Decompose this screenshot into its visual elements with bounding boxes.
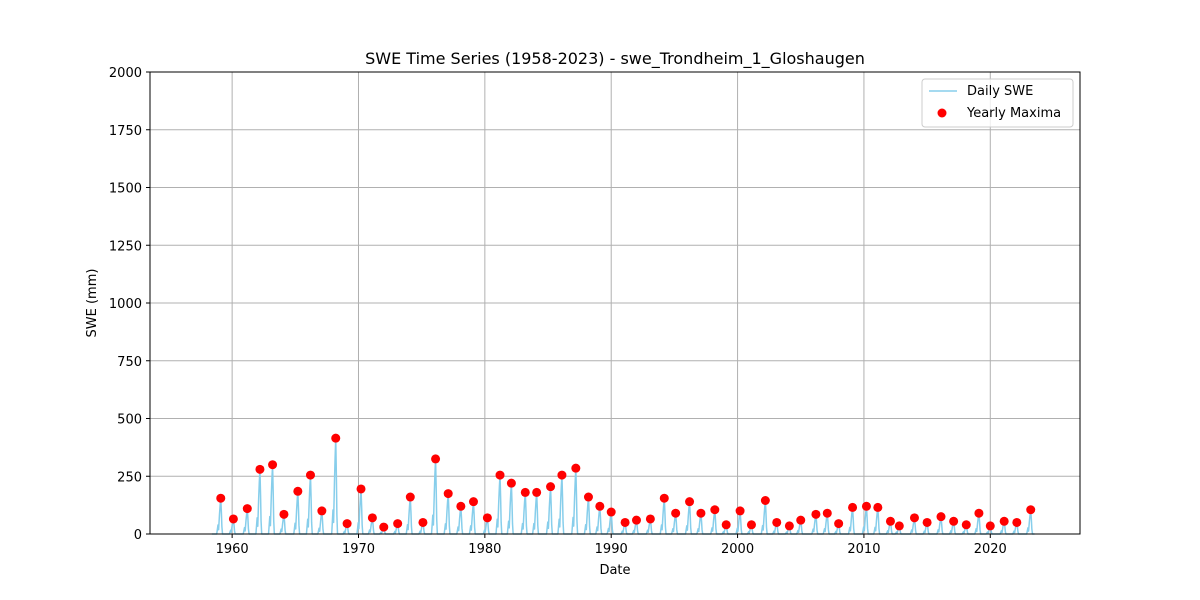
x-tick-label: 2020 <box>974 542 1007 557</box>
yearly-maximum-point <box>418 517 428 527</box>
yearly-maximum-point <box>1026 505 1036 515</box>
legend-label-yearly-maxima: Yearly Maxima <box>966 106 1061 121</box>
yearly-maximum-point <box>671 508 681 518</box>
yearly-maximum-point <box>999 516 1009 526</box>
yearly-maximum-point <box>405 492 415 502</box>
yearly-maximum-point <box>293 486 303 496</box>
yearly-maximum-point <box>468 497 478 507</box>
yearly-maximum-point <box>495 470 505 480</box>
yearly-maximum-point <box>379 522 389 532</box>
yearly-maximum-point <box>583 492 593 502</box>
yearly-maximum-point <box>443 489 453 499</box>
legend: Daily SWE Yearly Maxima <box>921 78 1074 128</box>
yearly-maximum-point <box>721 520 731 530</box>
yearly-maximum-point <box>645 514 655 524</box>
yearly-maximum-point <box>456 501 466 511</box>
x-tick-label: 2010 <box>847 542 880 557</box>
yearly-maximum-point <box>811 509 821 519</box>
yearly-maximum-point <box>557 470 567 480</box>
yearly-maximum-point <box>482 513 492 523</box>
y-tick-label: 2000 <box>109 66 142 81</box>
yearly-maximum-point <box>367 513 377 523</box>
yearly-maximum-point <box>216 493 226 503</box>
yearly-maximum-point <box>255 464 265 474</box>
y-tick-label: 1750 <box>109 124 142 139</box>
yearly-maximum-point <box>735 506 745 516</box>
yearly-maximum-point <box>961 520 971 530</box>
yearly-maximum-point <box>796 515 806 525</box>
yearly-maximum-point <box>985 521 995 531</box>
yearly-maximum-point <box>268 460 278 470</box>
y-tick-label: 250 <box>117 470 142 485</box>
x-tick-label: 1970 <box>342 542 375 557</box>
yearly-maximum-point <box>532 487 542 497</box>
y-axis-label: SWE (mm) <box>85 269 100 338</box>
yearly-maximum-point <box>620 517 630 527</box>
yearly-maximum-point <box>305 470 315 480</box>
x-axis-label: Date <box>599 563 630 578</box>
y-tick-label: 0 <box>134 528 142 543</box>
yearly-maximum-point <box>595 501 605 511</box>
yearly-maximum-point <box>342 519 352 529</box>
yearly-maximum-point <box>848 502 858 512</box>
x-axis: 1960 1970 1980 1990 2000 2010 2020 <box>216 534 1007 557</box>
x-tick-label: 1960 <box>216 542 249 557</box>
yearly-maximum-point <box>861 501 871 511</box>
yearly-maximum-point <box>834 519 844 529</box>
yearly-maximum-point <box>784 521 794 531</box>
legend-marker-swatch <box>937 108 947 118</box>
yearly-maximum-point <box>317 506 327 516</box>
yearly-maximum-point <box>696 508 706 518</box>
y-tick-label: 500 <box>117 413 142 428</box>
yearly-maximum-point <box>331 433 341 443</box>
y-axis: 0 250 500 750 1000 1250 1500 1750 2000 <box>109 66 150 543</box>
yearly-maximum-point <box>949 516 959 526</box>
yearly-maximum-point <box>431 454 441 464</box>
yearly-maximum-point <box>520 487 530 497</box>
yearly-maximum-point <box>974 508 984 518</box>
yearly-maximum-point <box>873 502 883 512</box>
yearly-maximum-point <box>894 521 904 531</box>
y-tick-label: 750 <box>117 355 142 370</box>
chart-title: SWE Time Series (1958-2023) - swe_Trondh… <box>365 49 865 69</box>
yearly-maximum-point <box>606 507 616 517</box>
yearly-maximum-point <box>356 484 366 494</box>
yearly-maximum-point <box>393 519 403 529</box>
yearly-maximum-point <box>659 493 669 503</box>
yearly-maximum-point <box>710 505 720 515</box>
yearly-maximum-point <box>571 463 581 473</box>
legend-box <box>921 78 1074 128</box>
yearly-maximum-point <box>546 482 556 492</box>
yearly-maximum-point <box>228 514 238 524</box>
x-tick-label: 2000 <box>721 542 754 557</box>
series-layer <box>211 433 1036 535</box>
yearly-maximum-point <box>746 520 756 530</box>
x-tick-label: 1980 <box>468 542 501 557</box>
grid-layer <box>150 71 1080 535</box>
yearly-maximum-point <box>506 478 516 488</box>
yearly-maximum-point <box>242 504 252 514</box>
yearly-maximum-point <box>909 513 919 523</box>
y-tick-label: 1250 <box>109 239 142 254</box>
yearly-maximum-point <box>922 517 932 527</box>
legend-label-daily-swe: Daily SWE <box>967 84 1033 99</box>
yearly-maximum-point <box>631 515 641 525</box>
yearly-maximum-point <box>822 508 832 518</box>
x-tick-label: 1990 <box>595 542 628 557</box>
yearly-maximum-point <box>685 497 695 507</box>
yearly-maximum-point <box>279 509 289 519</box>
y-tick-label: 1500 <box>109 182 142 197</box>
yearly-maximum-point <box>936 512 946 522</box>
yearly-maximum-point <box>885 516 895 526</box>
y-tick-label: 1000 <box>109 297 142 312</box>
yearly-maximum-point <box>1012 517 1022 527</box>
yearly-maximum-point <box>772 517 782 527</box>
yearly-maximum-point <box>760 496 770 506</box>
